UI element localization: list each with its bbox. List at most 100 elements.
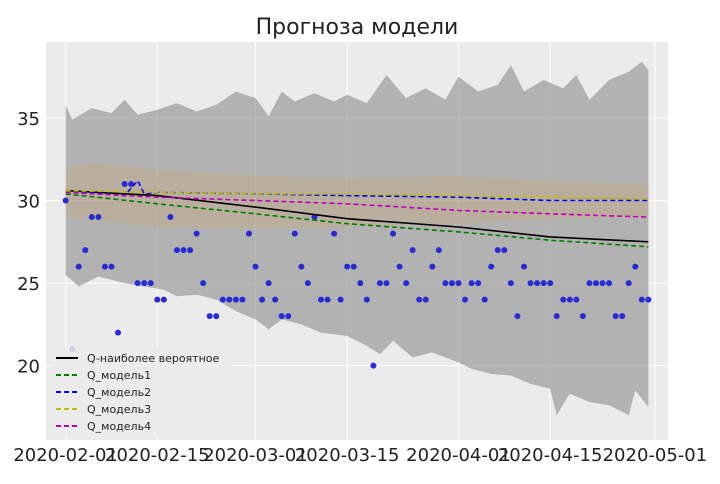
data-point xyxy=(475,280,482,287)
data-point xyxy=(160,296,167,303)
data-point xyxy=(579,313,586,320)
data-point xyxy=(265,280,272,287)
x-tick-label: 2020-05-01 xyxy=(603,445,708,466)
data-point xyxy=(560,296,567,303)
data-point xyxy=(154,296,161,303)
x-tick-label: 2020-03-01 xyxy=(203,445,308,466)
legend-box xyxy=(52,346,232,436)
data-point xyxy=(448,280,455,287)
data-point xyxy=(291,230,298,237)
data-point xyxy=(396,263,403,270)
y-tick-label: 35 xyxy=(17,109,40,130)
data-point xyxy=(376,280,383,287)
data-point xyxy=(363,296,370,303)
legend-label: Q-наиболее вероятное xyxy=(87,352,220,365)
data-point xyxy=(167,214,174,221)
data-point xyxy=(488,263,495,270)
data-point xyxy=(520,263,527,270)
series-line xyxy=(65,191,649,218)
data-point xyxy=(403,280,410,287)
data-point xyxy=(573,296,580,303)
data-point xyxy=(638,296,645,303)
x-tick-label: 2020-04-15 xyxy=(498,445,603,466)
data-point xyxy=(599,280,606,287)
data-point xyxy=(429,263,436,270)
data-point xyxy=(88,214,95,221)
data-point xyxy=(226,296,233,303)
data-point xyxy=(101,263,108,270)
series-line xyxy=(65,189,649,200)
data-point xyxy=(442,280,449,287)
data-point xyxy=(75,263,82,270)
data-point xyxy=(534,280,541,287)
data-point xyxy=(324,296,331,303)
data-point xyxy=(108,263,115,270)
y-tick-label: 20 xyxy=(17,357,40,378)
legend: Q-наиболее вероятное Q_модель1 Q_модель2 Q_… xyxy=(52,346,232,436)
axis-ticks: 202530352020-02-012020-02-152020-03-0120… xyxy=(13,109,707,466)
legend-label: Q_модель4 xyxy=(87,420,151,433)
data-point xyxy=(311,214,318,221)
series-line xyxy=(65,189,649,243)
uncertainty-band xyxy=(65,61,649,416)
data-point xyxy=(468,280,475,287)
data-point xyxy=(344,263,351,270)
data-point xyxy=(147,280,154,287)
legend-label: Q_модель2 xyxy=(87,386,151,399)
data-point xyxy=(435,247,442,254)
data-point xyxy=(239,296,246,303)
data-point xyxy=(278,313,285,320)
data-point xyxy=(200,280,207,287)
data-point xyxy=(553,313,560,320)
x-tick-label: 2020-03-15 xyxy=(295,445,400,466)
data-point xyxy=(285,313,292,320)
data-point xyxy=(187,247,194,254)
x-tick-label: 2020-02-15 xyxy=(105,445,210,466)
data-point xyxy=(625,280,632,287)
data-point xyxy=(134,280,141,287)
data-point xyxy=(259,296,266,303)
data-point xyxy=(619,313,626,320)
data-point xyxy=(173,247,180,254)
data-point xyxy=(455,280,462,287)
data-point xyxy=(606,280,613,287)
data-point xyxy=(317,296,324,303)
series-line xyxy=(65,193,649,248)
data-point xyxy=(304,280,311,287)
data-point xyxy=(115,329,122,336)
data-point xyxy=(383,280,390,287)
data-point xyxy=(252,263,259,270)
data-point xyxy=(82,247,89,254)
data-point xyxy=(462,296,469,303)
data-point xyxy=(645,296,652,303)
data-point xyxy=(514,313,521,320)
data-point xyxy=(180,247,187,254)
data-point xyxy=(507,280,514,287)
data-point xyxy=(540,280,547,287)
data-point xyxy=(390,230,397,237)
data-point xyxy=(527,280,534,287)
data-point xyxy=(62,197,69,204)
legend-label: Q_модель1 xyxy=(87,369,151,382)
data-point xyxy=(592,280,599,287)
data-point xyxy=(245,230,252,237)
data-point xyxy=(350,263,357,270)
data-point xyxy=(612,313,619,320)
data-point xyxy=(409,247,416,254)
data-point xyxy=(481,296,488,303)
data-point xyxy=(357,280,364,287)
data-point xyxy=(586,280,593,287)
data-point xyxy=(416,296,423,303)
data-point xyxy=(193,230,200,237)
data-point xyxy=(331,230,338,237)
data-point xyxy=(121,181,128,188)
data-point xyxy=(141,280,148,287)
data-point xyxy=(272,296,279,303)
data-point xyxy=(370,362,377,369)
data-point xyxy=(422,296,429,303)
data-point xyxy=(494,247,501,254)
y-tick-label: 25 xyxy=(17,274,40,295)
x-tick-label: 2020-02-01 xyxy=(13,445,118,466)
data-point xyxy=(213,313,220,320)
